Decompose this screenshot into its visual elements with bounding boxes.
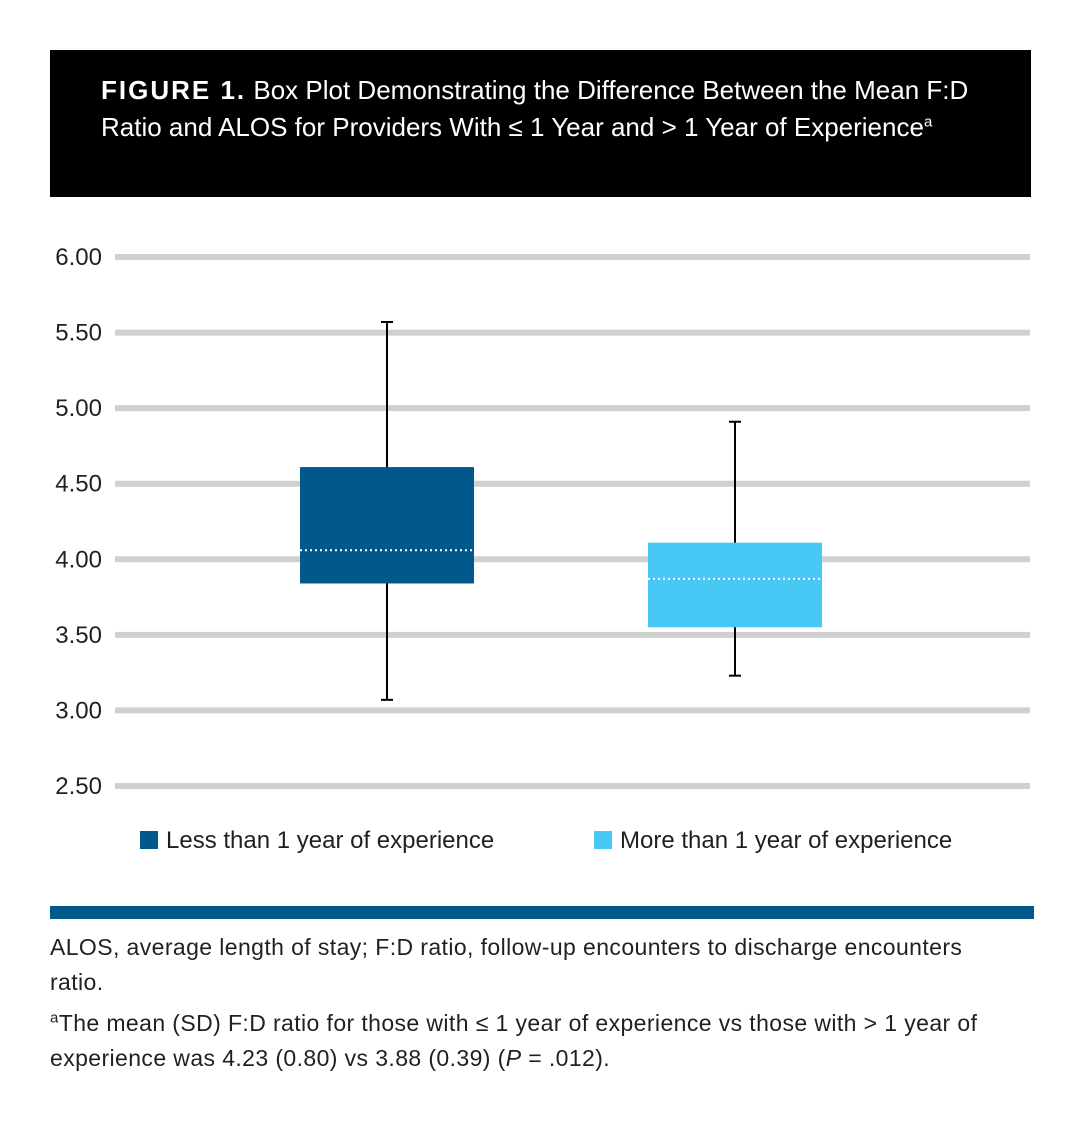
y-tick-label: 4.00: [55, 546, 102, 573]
footnote-a: aThe mean (SD) F:D ratio for those with …: [50, 1006, 1010, 1076]
figure-title: Box Plot Demonstrating the Difference Be…: [101, 75, 969, 142]
footnote-abbreviations: ALOS, average length of stay; F:D ratio,…: [50, 934, 963, 995]
figure-title-superscript: a: [923, 113, 933, 131]
footnote-marker: a: [50, 1009, 59, 1027]
y-tick-label: 2.50: [55, 773, 102, 800]
box-1: [300, 467, 474, 584]
legend-swatch: [594, 831, 612, 849]
footnote-p-symbol: P: [505, 1045, 522, 1071]
y-tick-label: 5.00: [55, 395, 102, 422]
section-divider: [50, 906, 1034, 919]
box-2: [648, 542, 822, 628]
y-tick-label: 3.50: [55, 622, 102, 649]
legend-swatch: [140, 831, 158, 849]
y-tick-label: 6.00: [55, 244, 102, 271]
figure-label: FIGURE 1.: [101, 75, 247, 105]
footnote-text: The mean (SD) F:D ratio for those with ≤…: [50, 1010, 978, 1071]
legend-label: More than 1 year of experience: [620, 827, 952, 854]
box-plot-chart: 6.00 5.50 5.00 4.50 4.00 3.50 3.00 2.50 Less tha…: [55, 244, 1030, 854]
footnote-p-value: = .012).: [521, 1045, 611, 1071]
legend-label: Less than 1 year of experience: [166, 827, 494, 854]
y-tick-label: 4.50: [55, 471, 102, 498]
y-tick-label: 5.50: [55, 320, 102, 347]
figure-title-box: FIGURE 1. Box Plot Demonstrating the Dif…: [50, 50, 1031, 197]
y-tick-label: 3.00: [55, 697, 102, 724]
